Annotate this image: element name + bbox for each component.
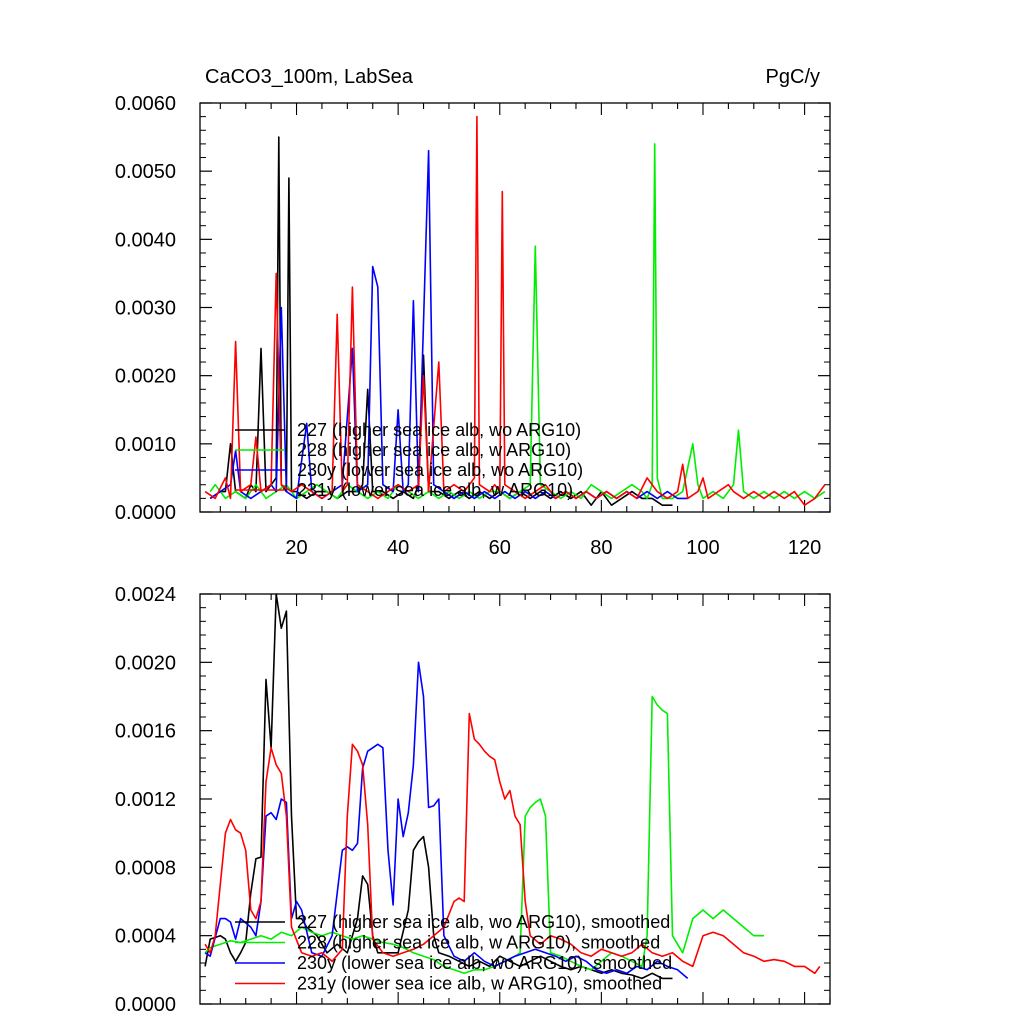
x-tick-label: 80 — [590, 537, 612, 559]
series-line — [204, 712, 821, 975]
legend-label: 230y (lower sea ice alb, wo ARG10) — [297, 460, 583, 480]
x-tick-label: 60 — [489, 537, 511, 559]
legend-label: 228 (higher sea ice alb, w ARG10) — [297, 440, 571, 460]
x-tick-label: 40 — [387, 537, 409, 559]
y-tick-label: 0.0012 — [115, 789, 176, 811]
chart-title-left: CaCO3_100m, LabSea — [205, 66, 414, 88]
y-tick-label: 0.0020 — [115, 652, 176, 674]
y-tick-label: 0.0020 — [115, 366, 176, 388]
y-tick-label: 0.0040 — [115, 229, 176, 251]
y-tick-label: 0.0010 — [115, 434, 176, 456]
legend-label: 227 (higher sea ice alb, wo ARG10) — [297, 420, 581, 440]
y-tick-label: 0.0000 — [115, 502, 176, 524]
y-tick-label: 0.0050 — [115, 161, 176, 183]
legend-label: 230y (lower sea ice alb, wo ARG10), smoo… — [297, 953, 672, 973]
y-tick-label: 0.0004 — [115, 926, 176, 948]
y-tick-label: 0.0060 — [115, 93, 176, 115]
series-line — [204, 115, 826, 506]
x-tick-label: 100 — [686, 537, 719, 559]
panel-bottom: 0.0000 0.0004 0.0008 0.0012 0.0016 0.0020 0.00… — [115, 584, 831, 1016]
y-tick-label: 0.0008 — [115, 857, 176, 879]
legend-label: 227 (higher sea ice alb, wo ARG10), smoo… — [297, 912, 670, 932]
series-line — [209, 143, 826, 500]
y-tick-label: 0.0024 — [115, 584, 176, 606]
x-tick-label: 120 — [788, 537, 821, 559]
legend-label: 228 (higher sea ice alb, w ARG10), smoot… — [297, 933, 660, 953]
legend-label: 231y (lower sea ice alb, w ARG10) — [297, 480, 573, 500]
y-tick-label: 0.0016 — [115, 721, 176, 743]
panel-top: 0.0000 0.0010 0.0020 0.0030 0.0040 0.0050 0.00… — [115, 93, 831, 559]
series-line — [204, 661, 689, 980]
legend-label: 231y (lower sea ice alb, w ARG10), smoot… — [297, 974, 662, 994]
y-tick-label: 0.0000 — [115, 994, 176, 1016]
y-tick-label: 0.0030 — [115, 298, 176, 320]
x-tick-label: 20 — [285, 537, 307, 559]
series-line — [204, 593, 673, 980]
chart-units: PgC/y — [766, 66, 820, 88]
